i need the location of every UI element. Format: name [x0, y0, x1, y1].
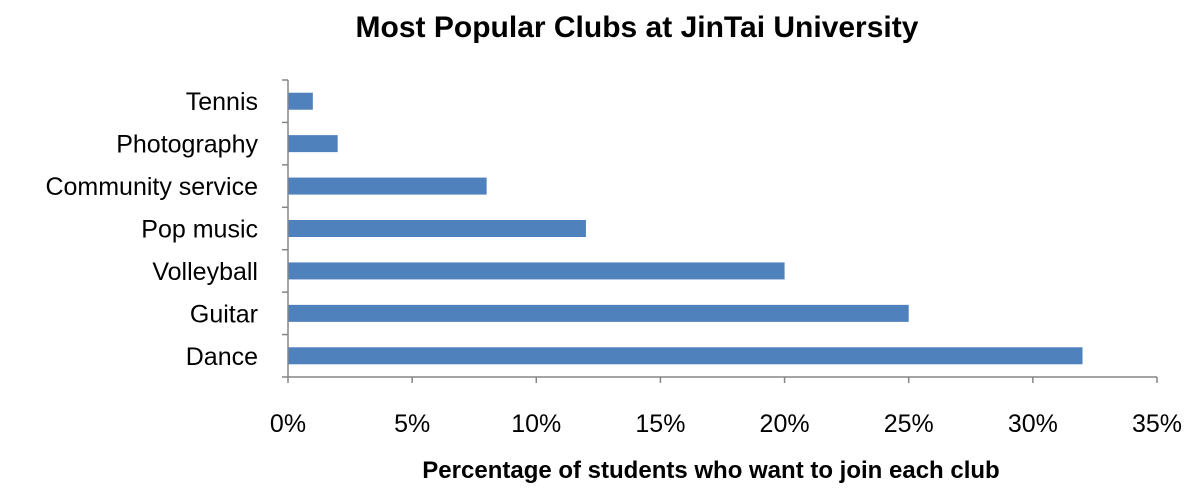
x-tick-label: 5%: [394, 410, 430, 438]
x-tick-label: 30%: [1008, 410, 1058, 438]
x-tick-label: 0%: [270, 410, 306, 438]
bar-guitar: [288, 304, 909, 322]
category-label: Tennis: [186, 88, 258, 116]
bar-tennis: [288, 92, 313, 110]
category-label: Pop music: [141, 216, 258, 244]
x-tick-label: 20%: [760, 410, 810, 438]
x-axis-title: Percentage of students who want to join …: [422, 457, 999, 484]
chart-title: Most Popular Clubs at JinTai University: [356, 11, 919, 44]
x-tick-label: 15%: [635, 410, 685, 438]
x-tick-label: 10%: [511, 410, 561, 438]
bar-community-service: [288, 177, 487, 195]
bar-group: [288, 92, 1083, 365]
x-tick-label: 35%: [1132, 410, 1182, 438]
bar-photography: [288, 135, 338, 153]
category-labels: Dance Guitar Volleyball Pop music Community …: [45, 88, 258, 371]
category-label: Dance: [186, 343, 258, 371]
category-label: Photography: [116, 131, 258, 159]
bar-dance: [288, 347, 1083, 365]
x-tick-label: 25%: [884, 410, 934, 438]
category-label: Community service: [45, 173, 258, 201]
bar-volleyball: [288, 262, 785, 280]
x-tick-labels: 0% 5% 10% 15% 20% 25% 30% 35%: [270, 410, 1182, 438]
x-axis-ticks: [287, 377, 1158, 383]
category-label: Volleyball: [152, 258, 258, 286]
category-label: Guitar: [190, 300, 258, 328]
bar-pop-music: [288, 220, 586, 237]
y-axis-ticks: [282, 79, 288, 378]
